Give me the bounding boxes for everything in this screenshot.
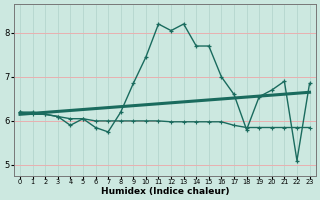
- X-axis label: Humidex (Indice chaleur): Humidex (Indice chaleur): [100, 187, 229, 196]
